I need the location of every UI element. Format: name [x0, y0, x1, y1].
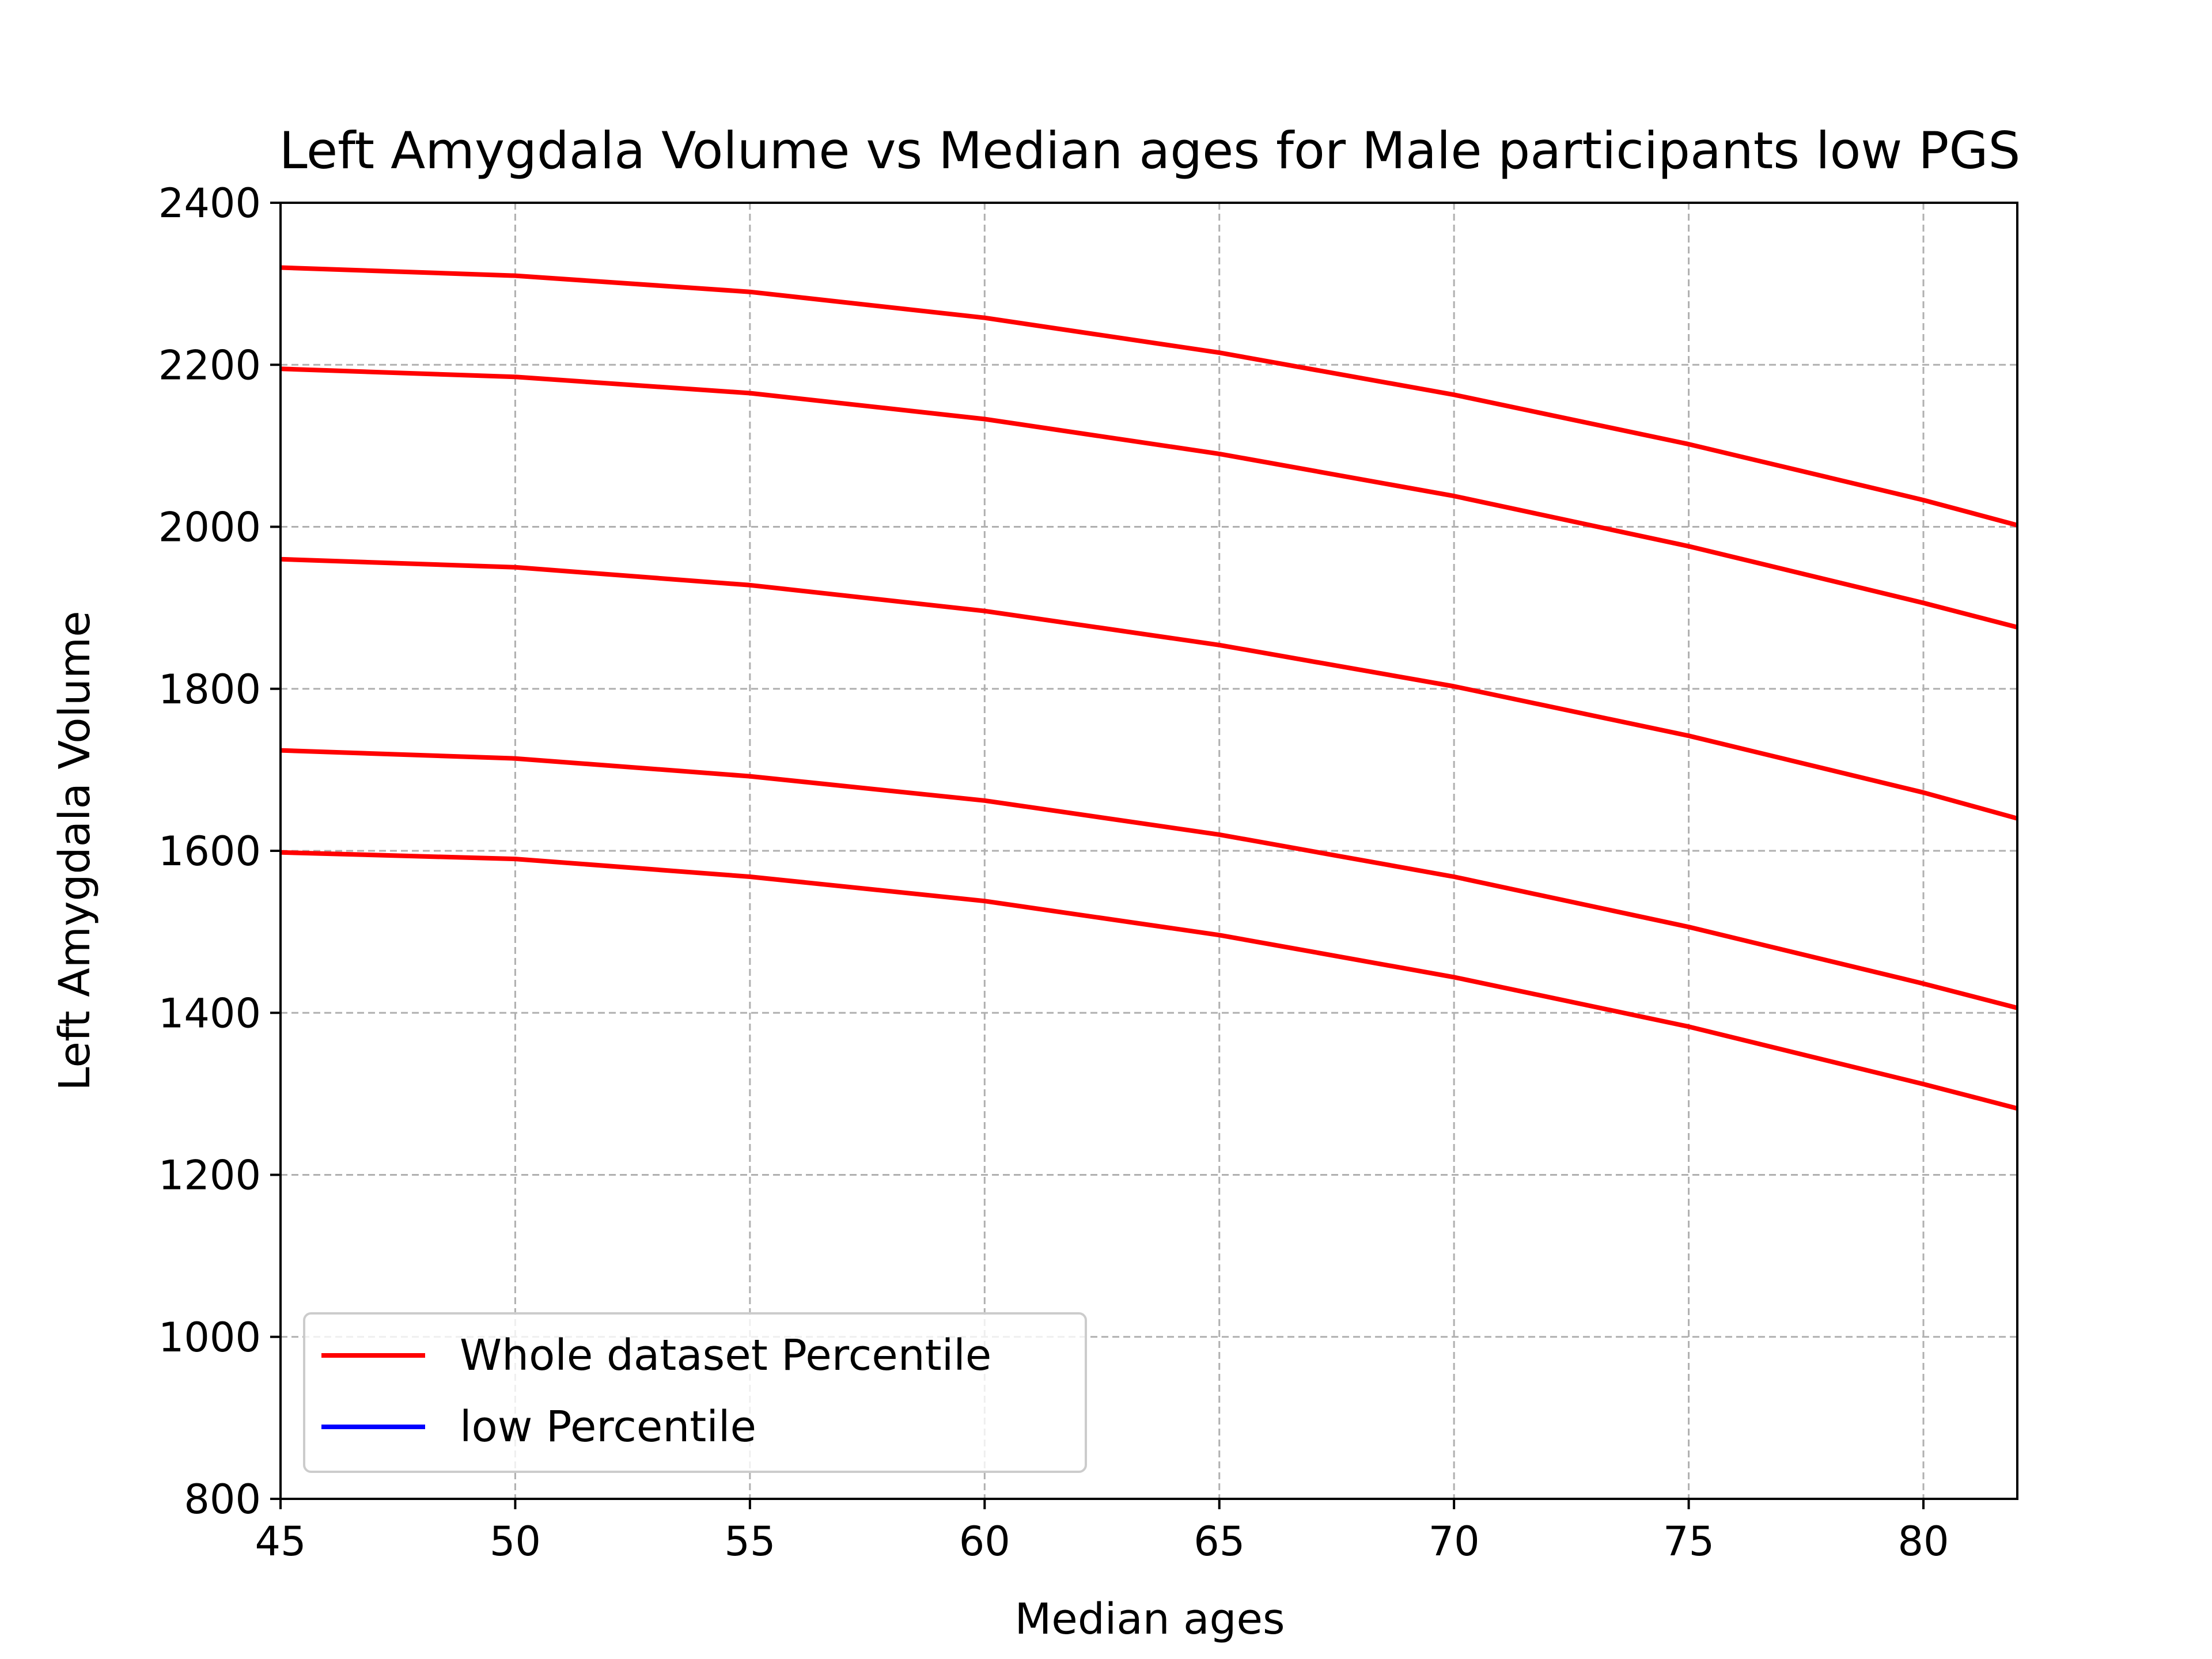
legend: Whole dataset Percentile low Percentile [303, 1312, 1087, 1473]
y-tick-label: 1800 [158, 666, 261, 713]
x-tick-label: 75 [1663, 1518, 1714, 1565]
x-axis-label: Median ages [1014, 1594, 1285, 1644]
y-tick-label: 800 [184, 1476, 261, 1523]
x-tick-label: 45 [255, 1518, 306, 1565]
x-tick-label: 70 [1429, 1518, 1480, 1565]
x-tick-label: 55 [724, 1518, 775, 1565]
y-tick-label: 1000 [158, 1314, 261, 1361]
chart-title: Left Amygdala Volume vs Median ages for … [279, 121, 2021, 180]
y-tick-label: 1200 [158, 1152, 261, 1199]
x-tick-label: 50 [490, 1518, 541, 1565]
percentile-line-4 [280, 748, 2018, 1010]
y-tick-label: 1400 [158, 990, 261, 1037]
percentile-line-2 [280, 366, 2018, 630]
percentile-line-1 [280, 265, 2018, 528]
y-axis: 800 1000 1200 1400 1600 1800 2000 2200 2400 [158, 180, 281, 1523]
x-tick-label: 60 [959, 1518, 1010, 1565]
legend-box [303, 1312, 1087, 1473]
x-tick-label: 65 [1194, 1518, 1245, 1565]
y-tick-label: 2000 [158, 504, 261, 551]
legend-label-whole-dataset: Whole dataset Percentile [460, 1331, 991, 1380]
y-tick-label: 2400 [158, 180, 261, 227]
percentile-line-5 [280, 850, 2018, 1111]
series-lines [280, 265, 2018, 1111]
percentile-line-3 [280, 556, 2018, 821]
y-axis-label: Left Amygdala Volume [50, 611, 100, 1090]
x-tick-label: 80 [1897, 1518, 1949, 1565]
y-tick-label: 2200 [158, 342, 261, 389]
y-tick-label: 1600 [158, 828, 261, 875]
x-axis: 45 50 55 60 65 70 75 80 [255, 1499, 1949, 1565]
legend-label-low-percentile: low Percentile [460, 1402, 756, 1452]
